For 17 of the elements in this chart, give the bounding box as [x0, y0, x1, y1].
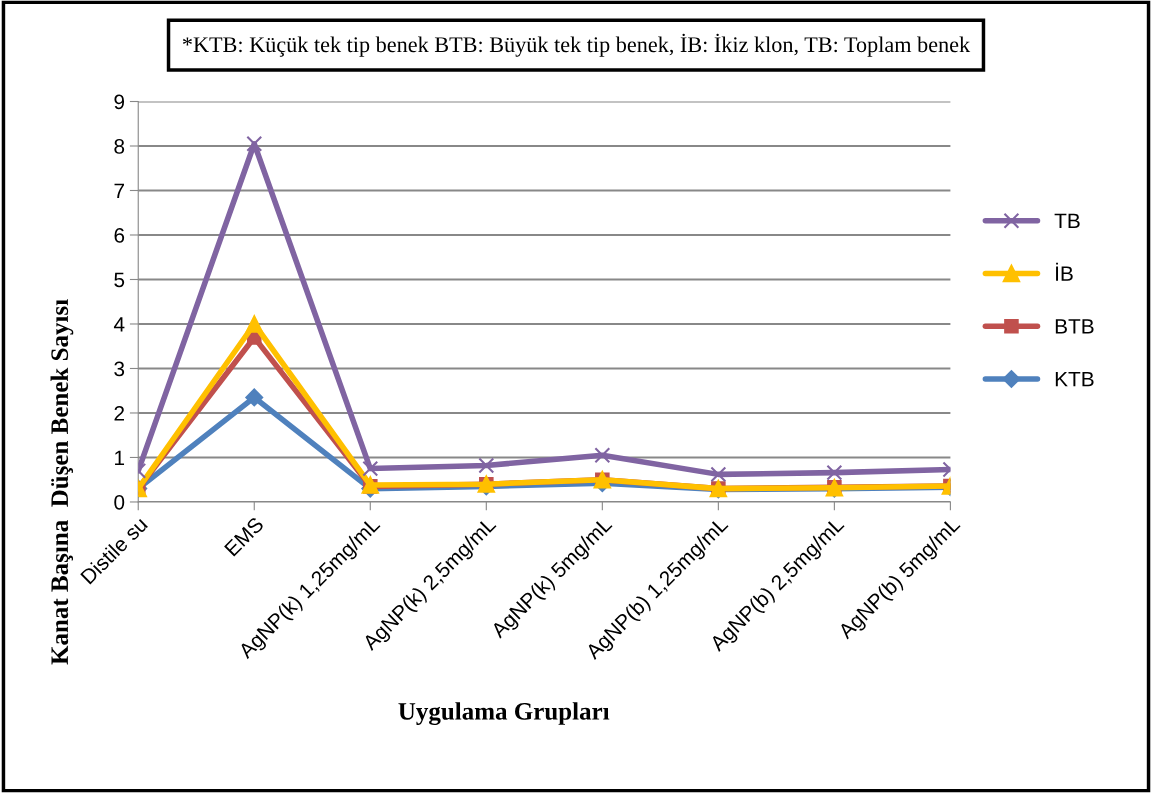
y-axis-title: Kanat Başına Düşen Benek Sayısı — [50, 299, 74, 665]
legend-label: BTB — [1055, 319, 1094, 334]
y-tick-label: 9 — [114, 94, 125, 110]
legend-label: KTB — [1055, 371, 1094, 387]
legend-label: İB — [1056, 262, 1073, 281]
y-tick-label: 1 — [115, 450, 125, 466]
y-tick-label: 5 — [114, 272, 125, 288]
y-tick-label: 4 — [113, 317, 125, 332]
text: *KTB: Küçük tek tip benek BTB: Büyük tek tip benek, İB: İkiz klon, TB: Toplam benek — [182, 33, 971, 57]
y-tick-label: 7 — [114, 183, 124, 199]
y-tick-label: 3 — [114, 361, 125, 377]
y-tick-label: 6 — [114, 227, 125, 243]
legend-label: TB — [1054, 213, 1080, 228]
y-tick-label: 2 — [114, 405, 124, 421]
y-tick-label: 0 — [114, 494, 125, 510]
y-tick-label: 8 — [114, 139, 125, 154]
x-axis-title: Uygulama Grupları — [398, 702, 610, 726]
